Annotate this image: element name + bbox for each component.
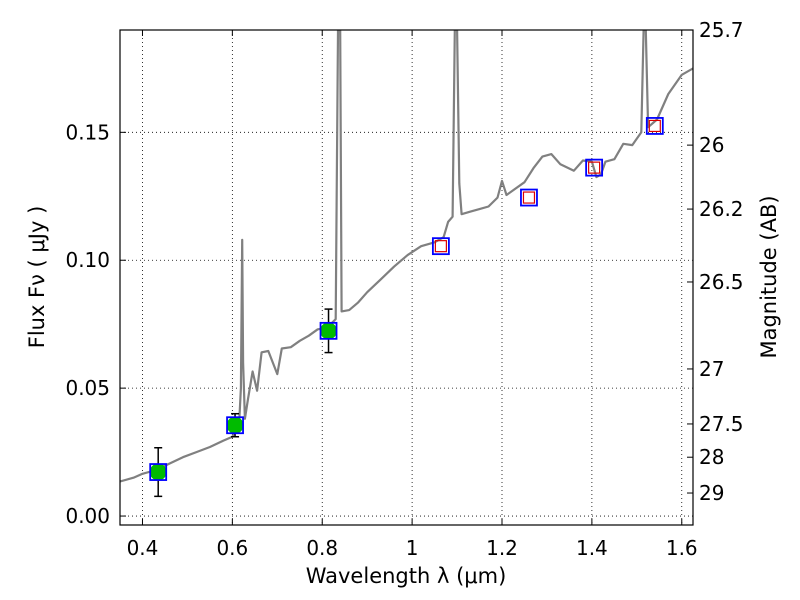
model-photometry-square xyxy=(520,188,538,207)
x-tick-label: 0.8 xyxy=(306,536,338,560)
y2-axis-label: Magnitude (AB) xyxy=(757,195,781,358)
x-tick-label: 0.4 xyxy=(127,536,159,560)
x-tick-label: 1.2 xyxy=(486,536,518,560)
y-tick-label: 0.00 xyxy=(65,504,110,528)
axis-tick-labels: 0.4 0.6 0.8 1 1.2 1.4 1.6 0.00 0.05 0.10 0.15 25.7 2… xyxy=(65,18,743,560)
model-photometry-square xyxy=(319,321,338,340)
upper-limit-square xyxy=(434,240,447,253)
x-tick-label: 0.6 xyxy=(216,536,248,560)
model-photometry-square xyxy=(149,463,168,481)
model-photometry-square xyxy=(226,416,244,435)
y-tick-label: 0.15 xyxy=(65,120,110,144)
y2-tick-label: 28 xyxy=(699,445,724,469)
observed-point xyxy=(149,463,167,481)
plot-area xyxy=(120,30,693,498)
upper-limit-square xyxy=(648,119,661,133)
y2-tick-label: 25.7 xyxy=(699,18,744,42)
spectrum-line xyxy=(120,30,693,483)
y-tick-label: 0.05 xyxy=(65,376,110,400)
model-photometry-square xyxy=(585,158,604,177)
axis-ticks xyxy=(120,29,693,525)
observed-point xyxy=(320,322,338,340)
x-axis-label: Wavelength λ (μm) xyxy=(306,564,507,588)
plot-frame xyxy=(119,29,694,526)
x-tick-label: 1.4 xyxy=(576,536,608,560)
upper-limit-square xyxy=(588,161,601,174)
x-tick-label: 1.6 xyxy=(666,536,698,560)
model-photometry-square xyxy=(431,237,450,256)
y2-tick-label: 26.2 xyxy=(699,197,744,221)
y2-tick-label: 27 xyxy=(699,357,724,381)
grid xyxy=(120,30,693,525)
upper-limit-square xyxy=(522,191,536,204)
x-tick-label: 1 xyxy=(406,536,419,560)
model-photometry-square xyxy=(645,117,664,135)
y2-tick-label: 27.5 xyxy=(699,412,744,436)
y-axis-label: Flux Fν ( μJy ) xyxy=(25,206,49,349)
y2-tick-label: 26.5 xyxy=(699,270,744,294)
y2-tick-label: 29 xyxy=(699,481,724,505)
y2-tick-label: 26 xyxy=(699,133,724,157)
y-tick-label: 0.10 xyxy=(65,248,110,272)
observed-point xyxy=(226,416,244,434)
